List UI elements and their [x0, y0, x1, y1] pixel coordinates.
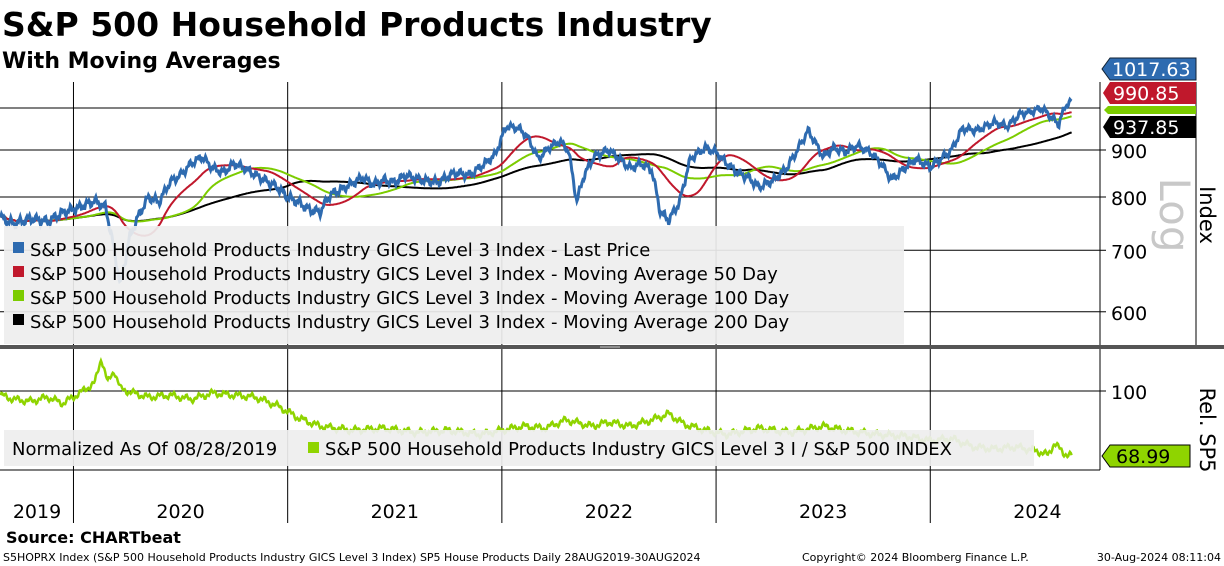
- ma50-line: [0, 111, 1072, 237]
- y-tick-label: 800: [1111, 188, 1147, 210]
- flag-ma100: [1104, 106, 1196, 114]
- chart-subtitle: With Moving Averages: [2, 49, 281, 74]
- ma200-line: [0, 131, 1073, 223]
- y-tick-label: 900: [1111, 141, 1147, 163]
- relative-legend: Normalized As Of 08/28/2019 S&P 500 Hous…: [4, 430, 1034, 466]
- y-tick-label: 600: [1111, 303, 1147, 325]
- legend-background: [4, 226, 904, 344]
- source-label: Source: CHARTbeat: [6, 528, 181, 547]
- panel-separator-right: [1100, 345, 1224, 349]
- legend-swatch-ma100: [13, 290, 24, 301]
- legend-label-last-price: S&P 500 Household Products Industry GICS…: [30, 240, 650, 261]
- flag-ma50-value: 990.85: [1113, 83, 1179, 105]
- legend-label-ma100: S&P 500 Household Products Industry GICS…: [30, 288, 790, 309]
- footer-description: S5HOPRX Index (S&P 500 Household Product…: [3, 551, 701, 564]
- legend-swatch-relative: [308, 442, 319, 453]
- legend-swatch-last-price: [13, 242, 24, 253]
- chart-title: S&P 500 Household Products Industry: [2, 5, 712, 44]
- flag-last-price: [1101, 57, 1197, 81]
- footer-copyright: Copyright© 2024 Bloomberg Finance L.P.: [802, 551, 1029, 564]
- flag-ma200: [1103, 116, 1196, 138]
- normalized-label: Normalized As Of 08/28/2019: [12, 439, 277, 460]
- x-tick-label: 2022: [585, 501, 633, 523]
- main-y-ticks: 600 700 800 900: [1100, 141, 1147, 325]
- flag-relative-value: 68.99: [1116, 446, 1170, 468]
- flag-relative: [1101, 444, 1191, 468]
- ma100-line: [0, 115, 1072, 223]
- main-legend: S&P 500 Household Products Industry GICS…: [4, 226, 904, 344]
- relative-legend-background: [4, 430, 1034, 466]
- main-panel-lines: [0, 96, 1073, 285]
- x-tick-label: 2021: [371, 501, 419, 523]
- panel-separator[interactable]: [0, 345, 1100, 349]
- x-tick-label: 2019: [13, 501, 61, 523]
- last-price-line: [0, 96, 1073, 285]
- flag-ma200-value: 937.85: [1113, 117, 1179, 139]
- legend-swatch-ma50: [13, 266, 24, 277]
- legend-label-ma50: S&P 500 Household Products Industry GICS…: [30, 264, 778, 285]
- footer-timestamp: 30-Aug-2024 08:11:04: [1097, 551, 1221, 564]
- relative-y-axis-title: Rel. SP5: [1195, 387, 1219, 472]
- x-tick-label: 2023: [799, 501, 847, 523]
- main-y-axis-title: Index: [1195, 186, 1219, 244]
- log-scale-label: Log: [1150, 177, 1199, 252]
- legend-label-ma200: S&P 500 Household Products Industry GICS…: [30, 312, 790, 333]
- flag-last-price-value: 1017.63: [1112, 59, 1191, 81]
- x-axis-labels: 2019 2020 2021 2022 2023 2024: [13, 501, 1062, 523]
- x-tick-label: 2020: [156, 501, 204, 523]
- legend-swatch-ma200: [13, 314, 24, 325]
- x-tick-label: 2024: [1013, 501, 1061, 523]
- legend-label-relative: S&P 500 Household Products Industry GICS…: [325, 439, 952, 460]
- y-tick-label: 700: [1111, 241, 1147, 263]
- relative-tick-label: 100: [1111, 382, 1147, 404]
- flag-ma50: [1103, 82, 1196, 104]
- value-flags: 1017.63 990.85 937.85: [1101, 57, 1197, 139]
